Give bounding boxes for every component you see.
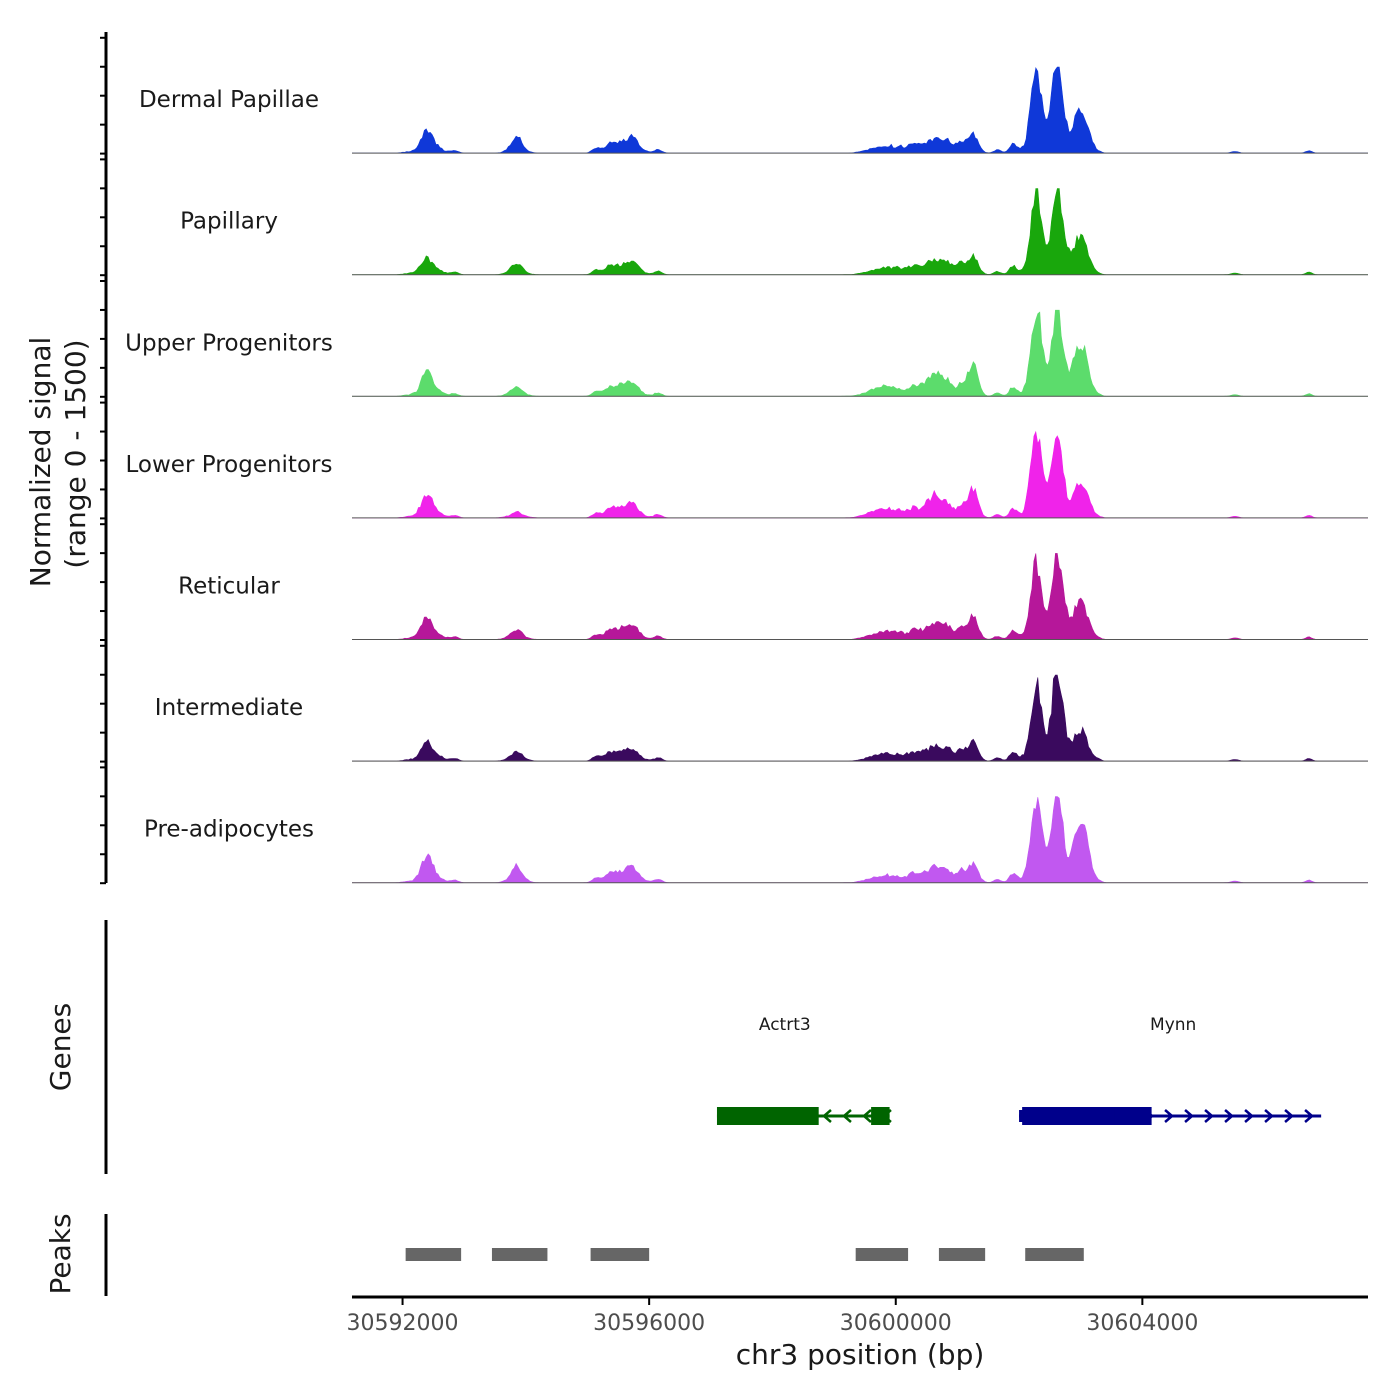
strand-arrow <box>1204 1109 1214 1123</box>
gene-model: Mynn <box>1019 1015 1322 1125</box>
strand-arrow <box>1304 1109 1314 1123</box>
y-axis-label-line2: (range 0 - 1500) <box>59 339 92 568</box>
gene-name: Actrt3 <box>759 1015 811 1035</box>
x-axis-ticks: 30592000 30596000 30600000 30604000 <box>347 1297 1198 1336</box>
y-axis-label-line1: Normalized signal <box>24 337 57 588</box>
peak-region <box>491 1248 548 1261</box>
coverage-area <box>352 66 1368 154</box>
coverage-area <box>352 430 1368 519</box>
coverage-area <box>352 309 1368 397</box>
coverage-area <box>352 674 1368 762</box>
peak-region <box>855 1248 909 1261</box>
strand-arrow <box>1264 1109 1274 1123</box>
gene-name: Mynn <box>1150 1015 1196 1035</box>
strand-arrow <box>1224 1109 1234 1123</box>
gene-track: Actrt3 Mynn <box>716 1015 1322 1125</box>
coverage-tracks: Dermal Papillae Papillary Upper Progenitor… <box>125 66 1368 884</box>
track-label: Lower Progenitors <box>126 452 333 478</box>
strand-arrow <box>842 1109 852 1123</box>
peak-region <box>405 1248 462 1261</box>
strand-arrow <box>1184 1109 1194 1123</box>
genes-title: Genes <box>44 1003 77 1091</box>
peaks-title: Peaks <box>44 1213 77 1294</box>
coverage-area <box>352 796 1368 883</box>
signal-axis <box>100 32 108 885</box>
peak-track <box>405 1248 1084 1261</box>
x-tick-label: 30600000 <box>840 1311 952 1336</box>
track-label: Papillary <box>180 209 278 235</box>
gene-exon <box>871 1107 890 1125</box>
strand-arrow <box>1164 1109 1174 1123</box>
coverage-area <box>352 188 1368 275</box>
peak-region <box>590 1248 650 1261</box>
peak-region <box>938 1248 986 1261</box>
gene-exon <box>1114 1107 1134 1125</box>
gene-model: Actrt3 <box>716 1015 892 1125</box>
track-label: Upper Progenitors <box>125 330 333 356</box>
coverage-area <box>352 553 1368 640</box>
strand-arrow <box>1284 1109 1294 1123</box>
track-label: Reticular <box>178 574 280 600</box>
strand-arrow <box>862 1109 872 1123</box>
x-tick-label: 30604000 <box>1086 1311 1198 1336</box>
strand-arrow <box>1244 1109 1254 1123</box>
x-tick-label: 30596000 <box>593 1311 705 1336</box>
strand-arrow <box>822 1109 832 1123</box>
track-label: Dermal Papillae <box>139 87 319 113</box>
track-label: Intermediate <box>155 695 303 721</box>
gene-exon <box>716 1107 819 1125</box>
peak-region <box>1025 1248 1084 1261</box>
track-label: Pre-adipocytes <box>144 817 314 843</box>
x-axis-label: chr3 position (bp) <box>736 1338 985 1371</box>
gene-utr <box>1019 1110 1024 1122</box>
x-tick-label: 30592000 <box>347 1311 459 1336</box>
